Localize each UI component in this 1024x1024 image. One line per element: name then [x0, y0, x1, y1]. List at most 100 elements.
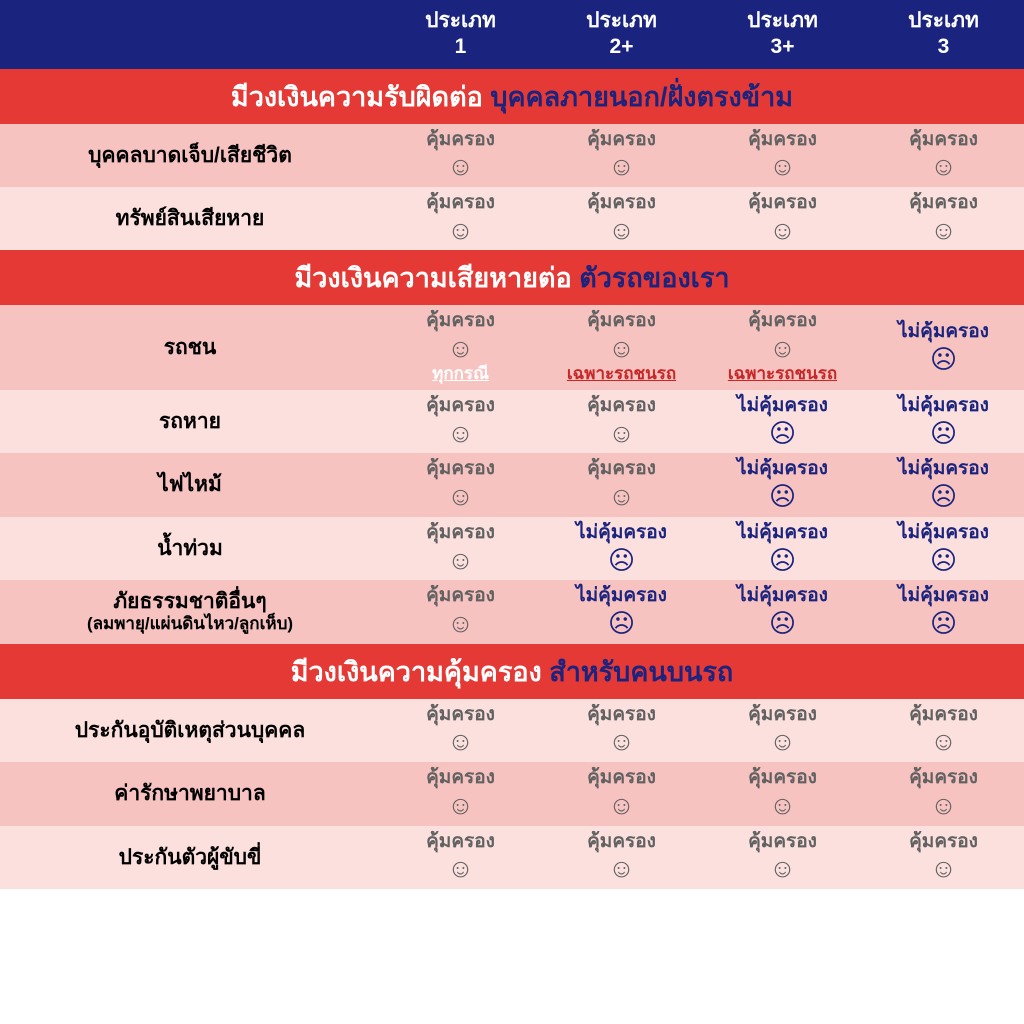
smile-icon: ☺	[382, 419, 539, 448]
coverage-cell: คุ้มครอง☺	[541, 453, 702, 516]
section-title-part2: บุคคลภายนอก/ฝั่งตรงข้าม	[490, 82, 793, 112]
coverage-cell: คุ้มครอง☺	[541, 826, 702, 889]
coverage-cell: ไม่คุ้มครอง☹	[702, 390, 863, 453]
frown-icon: ☹	[704, 546, 861, 575]
smile-icon: ☺	[382, 152, 539, 181]
section-header: มีวงเงินความเสียหายต่อ ตัวรถของเรา	[0, 250, 1024, 305]
row-label: ทรัพย์สินเสียหาย	[0, 187, 380, 250]
section-title: มีวงเงินความคุ้มครอง สำหรับคนบนรถ	[0, 644, 1024, 699]
smile-icon: ☺	[704, 727, 861, 756]
covered-text: คุ้มครอง	[543, 768, 700, 789]
table-row: ภัยธรรมชาติอื่นๆ(ลมพายุ/แผ่นดินไหว/ลูกเห…	[0, 580, 1024, 643]
smile-icon: ☺	[865, 727, 1022, 756]
row-label: ภัยธรรมชาติอื่นๆ(ลมพายุ/แผ่นดินไหว/ลูกเห…	[0, 580, 380, 643]
coverage-cell: คุ้มครอง☺	[863, 124, 1024, 187]
coverage-note: ทุกกรณี	[382, 365, 539, 384]
coverage-note: เฉพาะรถชนรถ	[704, 365, 861, 384]
smile-icon: ☺	[543, 791, 700, 820]
row-label: ไฟไหม้	[0, 453, 380, 516]
not-covered-text: ไม่คุ้มครอง	[543, 523, 700, 544]
coverage-cell: คุ้มครอง☺	[863, 826, 1024, 889]
smile-icon: ☺	[865, 791, 1022, 820]
covered-text: คุ้มครอง	[865, 130, 1022, 151]
coverage-cell: คุ้มครอง☺	[702, 187, 863, 250]
row-label: ประกันตัวผู้ขับขี่	[0, 826, 380, 889]
table-row: น้ำท่วมคุ้มครอง☺ไม่คุ้มครอง☹ไม่คุ้มครอง☹…	[0, 517, 1024, 580]
smile-icon: ☺	[382, 854, 539, 883]
not-covered-text: ไม่คุ้มครอง	[865, 459, 1022, 480]
header-col-4: ประเภท3	[863, 0, 1024, 69]
coverage-cell: คุ้มครอง☺	[541, 762, 702, 825]
smile-icon: ☺	[543, 152, 700, 181]
section-title-part2: ตัวรถของเรา	[579, 263, 729, 293]
covered-text: คุ้มครอง	[382, 396, 539, 417]
smile-icon: ☺	[704, 152, 861, 181]
table-row: ค่ารักษาพยาบาลคุ้มครอง☺คุ้มครอง☺คุ้มครอง…	[0, 762, 1024, 825]
row-label: รถหาย	[0, 390, 380, 453]
row-label: ค่ารักษาพยาบาล	[0, 762, 380, 825]
coverage-cell: คุ้มครอง☺	[380, 826, 541, 889]
coverage-cell: คุ้มครอง☺	[380, 124, 541, 187]
section-title-part1: มีวงเงินความเสียหายต่อ	[294, 263, 579, 293]
covered-text: คุ้มครอง	[704, 768, 861, 789]
section-title: มีวงเงินความรับผิดต่อ บุคคลภายนอก/ฝั่งตร…	[0, 69, 1024, 124]
table-row: ไฟไหม้คุ้มครอง☺คุ้มครอง☺ไม่คุ้มครอง☹ไม่ค…	[0, 453, 1024, 516]
coverage-cell: คุ้มครอง☺	[380, 390, 541, 453]
coverage-cell: คุ้มครอง☺	[380, 580, 541, 643]
coverage-cell: คุ้มครอง☺	[380, 517, 541, 580]
covered-text: คุ้มครอง	[382, 459, 539, 480]
covered-text: คุ้มครอง	[704, 832, 861, 853]
row-sublabel: (ลมพายุ/แผ่นดินไหว/ลูกเห็บ)	[8, 614, 372, 634]
smile-icon: ☺	[704, 854, 861, 883]
covered-text: คุ้มครอง	[382, 832, 539, 853]
coverage-cell: คุ้มครอง☺	[541, 699, 702, 762]
frown-icon: ☹	[704, 419, 861, 448]
not-covered-text: ไม่คุ้มครอง	[704, 396, 861, 417]
smile-icon: ☺	[382, 609, 539, 638]
frown-icon: ☹	[865, 609, 1022, 638]
covered-text: คุ้มครอง	[382, 586, 539, 607]
section-header: มีวงเงินความคุ้มครอง สำหรับคนบนรถ	[0, 644, 1024, 699]
header-blank	[0, 0, 380, 69]
header-row: ประเภท1 ประเภท2+ ประเภท3+ ประเภท3	[0, 0, 1024, 69]
smile-icon: ☺	[865, 854, 1022, 883]
covered-text: คุ้มครอง	[865, 832, 1022, 853]
header-col-2: ประเภท2+	[541, 0, 702, 69]
frown-icon: ☹	[865, 482, 1022, 511]
coverage-cell: คุ้มครอง☺	[380, 187, 541, 250]
coverage-cell: คุ้มครอง☺ทุกกรณี	[380, 305, 541, 389]
coverage-cell: คุ้มครอง☺	[702, 124, 863, 187]
header-col-1: ประเภท1	[380, 0, 541, 69]
covered-text: คุ้มครอง	[382, 130, 539, 151]
not-covered-text: ไม่คุ้มครอง	[865, 586, 1022, 607]
coverage-cell: ไม่คุ้มครอง☹	[702, 453, 863, 516]
table-row: รถชนคุ้มครอง☺ทุกกรณีคุ้มครอง☺เฉพาะรถชนรถ…	[0, 305, 1024, 389]
smile-icon: ☺	[543, 854, 700, 883]
covered-text: คุ้มครอง	[704, 705, 861, 726]
not-covered-text: ไม่คุ้มครอง	[543, 586, 700, 607]
coverage-cell: คุ้มครอง☺	[863, 187, 1024, 250]
row-label: น้ำท่วม	[0, 517, 380, 580]
coverage-cell: ไม่คุ้มครอง☹	[541, 580, 702, 643]
header-col-3: ประเภท3+	[702, 0, 863, 69]
coverage-cell: ไม่คุ้มครอง☹	[863, 390, 1024, 453]
row-label: รถชน	[0, 305, 380, 389]
smile-icon: ☺	[543, 419, 700, 448]
coverage-cell: ไม่คุ้มครอง☹	[541, 517, 702, 580]
covered-text: คุ้มครอง	[543, 832, 700, 853]
not-covered-text: ไม่คุ้มครอง	[704, 459, 861, 480]
frown-icon: ☹	[865, 546, 1022, 575]
smile-icon: ☺	[382, 216, 539, 245]
covered-text: คุ้มครอง	[704, 130, 861, 151]
smile-icon: ☺	[382, 546, 539, 575]
not-covered-text: ไม่คุ้มครอง	[704, 523, 861, 544]
coverage-cell: คุ้มครอง☺	[702, 826, 863, 889]
section-title: มีวงเงินความเสียหายต่อ ตัวรถของเรา	[0, 250, 1024, 305]
covered-text: คุ้มครอง	[704, 311, 861, 332]
table-row: ประกันตัวผู้ขับขี่คุ้มครอง☺คุ้มครอง☺คุ้ม…	[0, 826, 1024, 889]
coverage-cell: คุ้มครอง☺	[541, 124, 702, 187]
covered-text: คุ้มครอง	[543, 396, 700, 417]
smile-icon: ☺	[382, 791, 539, 820]
section-title-part1: มีวงเงินความรับผิดต่อ	[231, 82, 490, 112]
covered-text: คุ้มครอง	[382, 705, 539, 726]
